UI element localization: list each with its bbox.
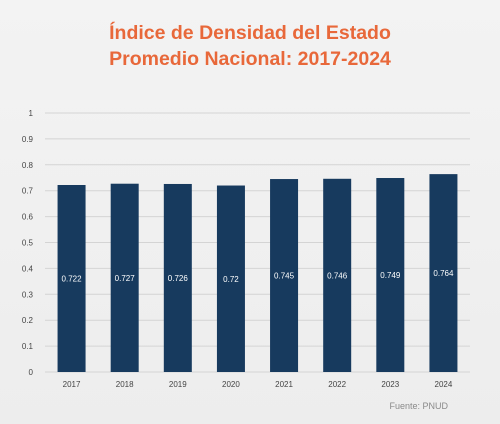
x-tick-label: 2023 [381, 380, 399, 389]
y-tick-label: 0 [29, 368, 34, 377]
bar-value-label: 0.764 [433, 269, 454, 278]
bar [110, 183, 139, 372]
y-tick-label: 0.7 [22, 187, 34, 196]
title-line-1: Índice de Densidad del Estado [109, 22, 391, 44]
title-line-2: Promedio Nacional: 2017-2024 [109, 48, 391, 70]
bar-value-label: 0.746 [327, 271, 348, 280]
x-tick-label: 2019 [169, 380, 187, 389]
y-tick-label: 0.5 [22, 239, 34, 248]
x-tick-label: 2024 [435, 380, 453, 389]
x-tick-label: 2020 [222, 380, 240, 389]
chart-title: Índice de Densidad del Estado Promedio N… [0, 20, 500, 72]
bar [376, 178, 405, 372]
bar [57, 185, 86, 372]
y-tick-label: 0.8 [22, 161, 34, 170]
bar-value-label: 0.749 [380, 271, 401, 280]
bar-value-label: 0.726 [168, 274, 189, 283]
bar-value-label: 0.722 [62, 275, 83, 284]
x-tick-label: 2017 [63, 380, 81, 389]
bar [163, 183, 192, 372]
y-tick-label: 0.6 [22, 213, 34, 222]
source-note: Fuente: PNUD [389, 401, 448, 411]
y-tick-label: 1 [29, 109, 34, 118]
y-tick-label: 0.2 [22, 316, 34, 325]
bar-value-label: 0.727 [115, 274, 136, 283]
x-tick-label: 2018 [116, 380, 134, 389]
x-tick-label: 2022 [328, 380, 346, 389]
bar-value-label: 0.72 [223, 275, 239, 284]
bar [270, 179, 299, 372]
bar [323, 178, 352, 372]
y-tick-label: 0.1 [22, 342, 34, 351]
bar [429, 174, 458, 372]
y-tick-label: 0.9 [22, 135, 34, 144]
y-tick-label: 0.3 [22, 290, 34, 299]
bar-value-label: 0.745 [274, 272, 295, 281]
bar [216, 185, 245, 372]
x-tick-label: 2021 [275, 380, 293, 389]
y-tick-label: 0.4 [22, 264, 34, 273]
